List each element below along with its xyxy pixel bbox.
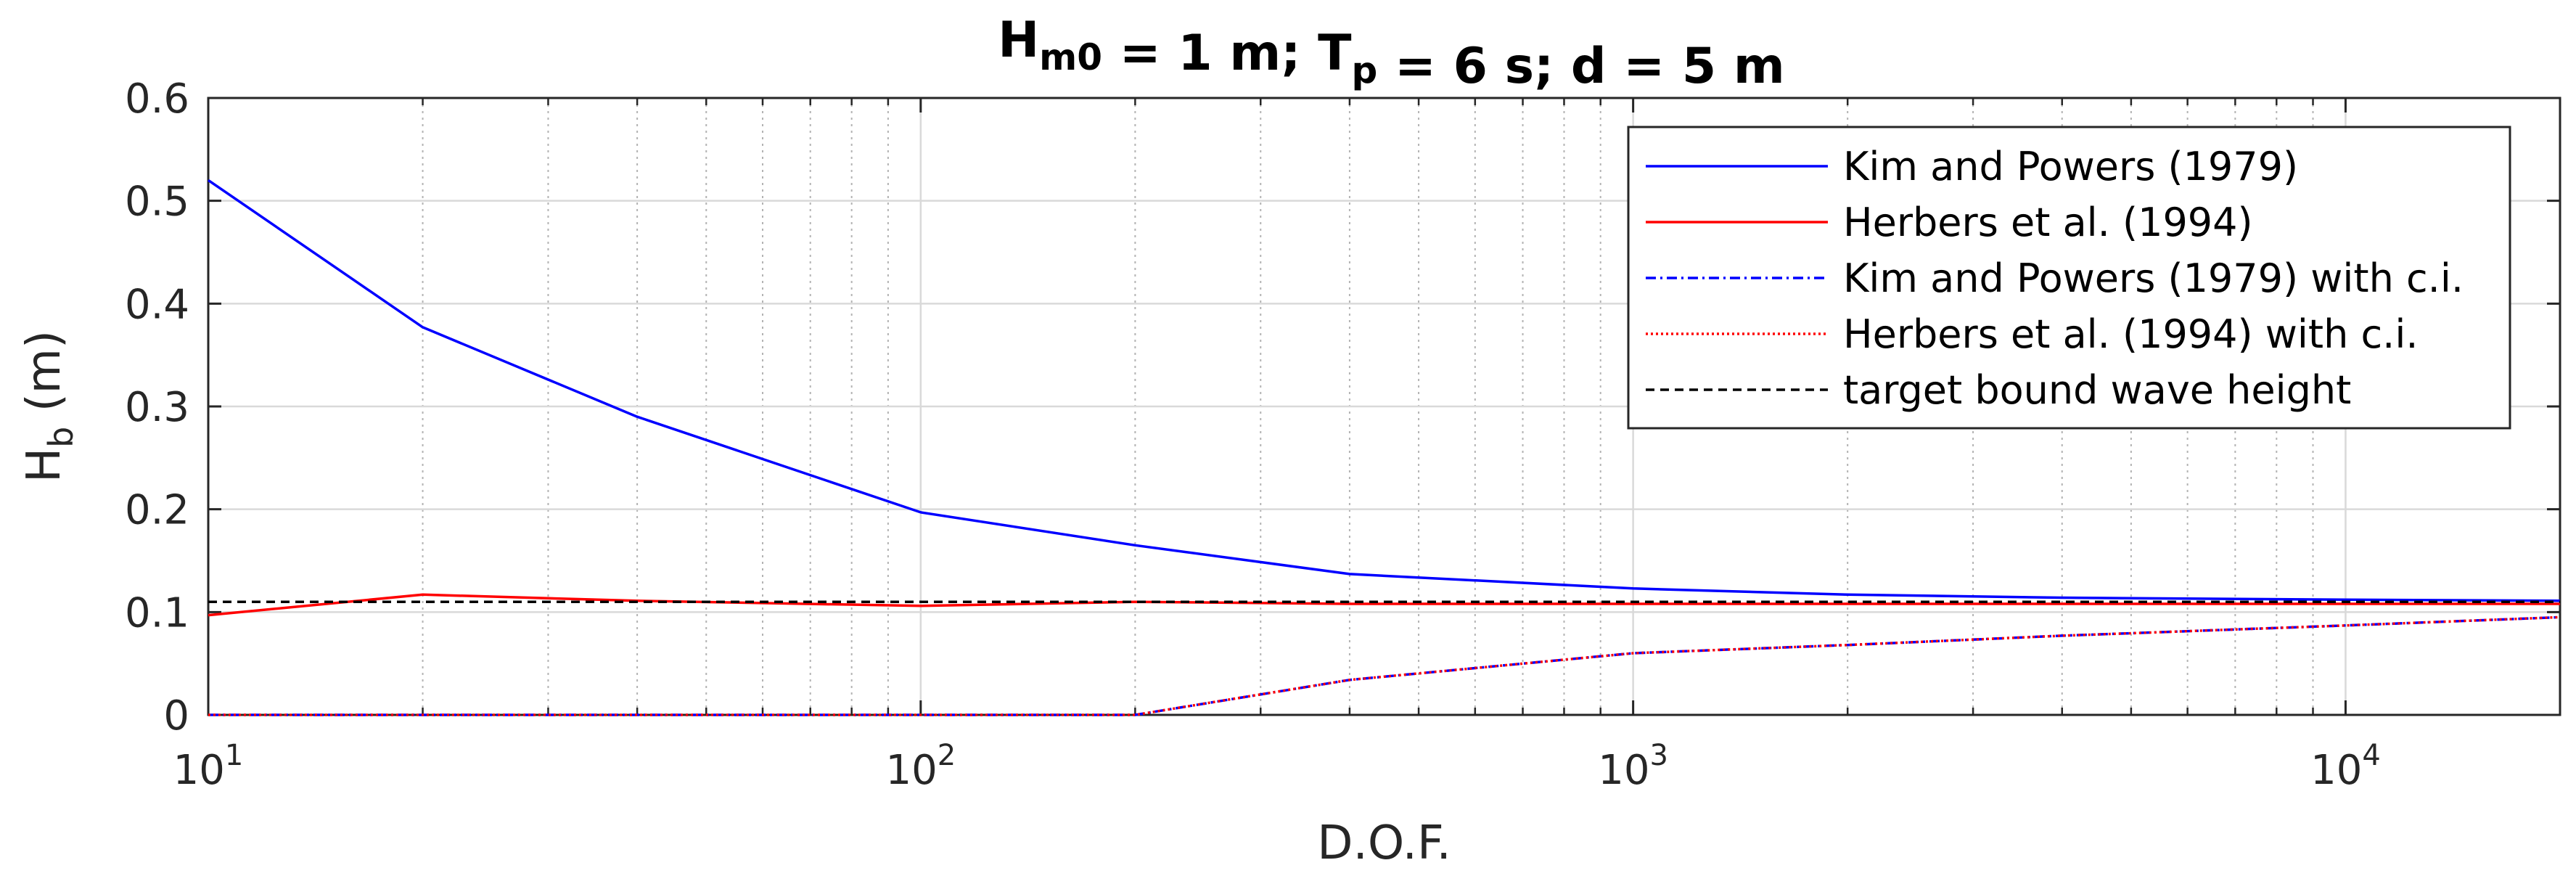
- y-tick-label: 0.4: [125, 281, 189, 328]
- y-tick-label: 0.1: [125, 589, 189, 637]
- legend-label-3: Herbers et al. (1994) with c.i.: [1843, 311, 2419, 357]
- y-axis-label: Hb (m): [17, 330, 81, 483]
- legend: Kim and Powers (1979) Herbers et al. (199…: [1627, 126, 2511, 430]
- y-axis-label-text: Hb (m): [17, 330, 81, 483]
- x-axis-label: D.O.F.: [1317, 817, 1451, 870]
- legend-label-4: target bound wave height: [1843, 367, 2351, 413]
- series-line-0: [208, 179, 2561, 602]
- labels-layer: 0 0.1 0.2 0.3 0.4 0.5 0.6 101 102 103 104 D.O.F. Hb …: [17, 12, 2381, 870]
- series-layer: [208, 179, 2561, 716]
- y-tick-label: 0.2: [125, 487, 189, 534]
- axes-layer: [207, 97, 2561, 716]
- legend-label-0: Kim and Powers (1979): [1843, 144, 2298, 189]
- legend-label-1: Herbers et al. (1994): [1843, 200, 2253, 245]
- legend-label-2: Kim and Powers (1979) with c.i.: [1843, 255, 2464, 301]
- series-line-1: [208, 593, 2560, 617]
- y-tick-label: 0: [163, 692, 189, 740]
- y-tick-label: 0.3: [125, 384, 189, 431]
- chart-title: Hm0 = 1 m; Tp = 6 s; d = 5 m: [998, 12, 1785, 95]
- x-tick-label: 102: [885, 739, 956, 794]
- x-tick-label: 103: [1598, 739, 1668, 794]
- y-tick-label: 0.6: [125, 75, 189, 123]
- x-tick-label: 104: [2310, 739, 2381, 794]
- x-tick-label: 101: [173, 739, 244, 794]
- series-line-3: [208, 615, 2561, 716]
- y-tick-label: 0.5: [125, 179, 189, 226]
